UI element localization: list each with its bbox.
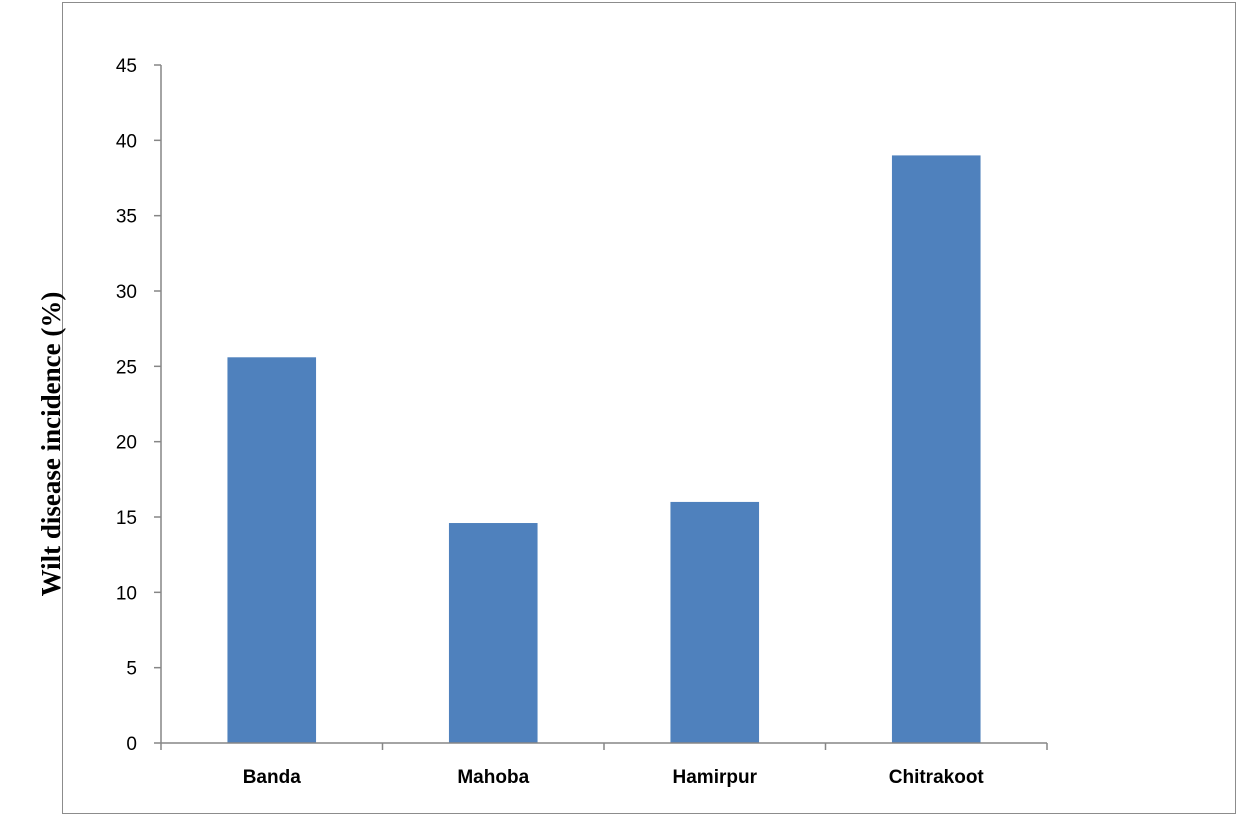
bar-chitrakoot (891, 155, 981, 743)
axis-labels: Banda Mahoba Hamirpur Chitrakoot 0 5 10 15 20 25 3… (116, 56, 985, 788)
y-tick-label: 5 (126, 659, 137, 680)
bars (227, 155, 981, 743)
y-tick-label: 25 (116, 357, 137, 378)
bar-banda (227, 357, 317, 743)
y-axis-title: Wilt disease incidence (%) (36, 292, 66, 597)
axes (154, 64, 1048, 750)
y-tick-label: 15 (116, 508, 137, 529)
x-tick-label-chitrakoot: Chitrakoot (889, 767, 985, 788)
y-tick-label: 0 (126, 734, 137, 755)
y-tick-label: 20 (116, 433, 137, 454)
y-tick-label: 40 (116, 131, 137, 152)
y-tick-label: 30 (116, 282, 137, 303)
x-tick-label-banda: Banda (243, 767, 302, 788)
x-tick-label-mahoba: Mahoba (457, 767, 529, 788)
y-tick-label: 35 (116, 207, 137, 228)
y-tick-label: 10 (116, 583, 137, 604)
bar-hamirpur (670, 501, 760, 743)
bar-mahoba (448, 523, 538, 743)
x-tick-label-hamirpur: Hamirpur (673, 767, 758, 788)
y-tick-label: 45 (116, 56, 137, 77)
